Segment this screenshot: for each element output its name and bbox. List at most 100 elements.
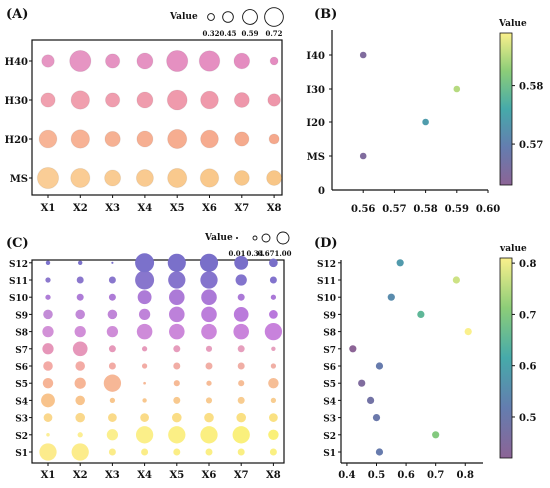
ytick-c: S10	[9, 294, 28, 304]
colorbar-label-d: 0.7	[519, 310, 536, 321]
ytick-d: S11	[317, 277, 336, 287]
xtick-b: 0.56	[351, 204, 375, 215]
ytick-b: I30	[306, 85, 325, 96]
ytick-d: S5	[323, 380, 336, 390]
bubble-c-S2-X2	[77, 432, 83, 438]
bubble-c-S6-X7	[237, 362, 245, 370]
bubble-c-S11-X3	[108, 276, 116, 284]
bubble-c-S8-X8	[264, 322, 283, 341]
point-d-S5	[358, 379, 366, 387]
ytick-d: S7	[323, 346, 336, 356]
xtick-a: X5	[170, 203, 185, 214]
panel-label-b: (B)	[314, 7, 337, 22]
bubble-c-S4-X5	[173, 396, 181, 404]
point-d-S1	[375, 448, 384, 456]
bubble-a-H20-X2	[70, 129, 91, 149]
bubble-c-S3-X6	[204, 412, 214, 423]
ytick-c: S4	[15, 397, 28, 407]
ytick-b: I40	[306, 51, 325, 62]
bubble-a-MS-X2	[70, 167, 91, 189]
bubble-a-MS-X6	[199, 168, 220, 188]
bubble-c-S6-X3	[108, 362, 116, 370]
xtick-d: 0.6	[397, 470, 414, 481]
colorbar-label-d: 0.5	[519, 413, 536, 424]
bubble-c-S1-X8	[269, 448, 277, 456]
bubble-c-S6-X2	[75, 361, 85, 371]
ytick-b: MS	[307, 152, 325, 163]
colorbar-label-b: 0.57	[519, 140, 543, 151]
bubble-c-S12-X2	[77, 260, 83, 266]
colorbar-title-d: value	[499, 244, 527, 254]
bubble-a-H20-X8	[268, 133, 280, 145]
bubble-a-H40-X3	[104, 53, 121, 69]
bubble-c-S1-X5	[173, 448, 181, 456]
size-legend-label-a: 0.45	[219, 29, 236, 38]
bubble-c-S2-X3	[106, 429, 119, 441]
ytick-d: S3	[323, 415, 336, 425]
bubble-c-S12-X4	[135, 253, 155, 273]
bubble-c-S10-X7	[237, 293, 245, 301]
bubble-c-S7-X7	[237, 345, 245, 353]
bubble-c-S5-X3	[103, 374, 122, 392]
point-b-I20	[422, 118, 429, 126]
bubble-c-S11-X6	[200, 271, 218, 289]
bubble-a-H40-X4	[136, 52, 154, 70]
bubble-a-H20-X5	[167, 128, 188, 150]
xtick-b: 0.59	[445, 204, 469, 215]
ytick-a: MS	[10, 174, 28, 185]
bubble-a-H30-X7	[233, 92, 250, 108]
bubble-c-S8-X5	[169, 323, 185, 340]
bubble-c-S10-X2	[76, 293, 84, 301]
size-legend-title-c: Value	[204, 233, 233, 243]
bubble-c-S2-X7	[232, 426, 250, 444]
bubble-c-S11-X8	[269, 276, 277, 284]
bubble-c-S2-X8	[268, 429, 279, 441]
ytick-c: S1	[15, 449, 28, 459]
xtick-c: X1	[41, 470, 56, 481]
xtick-b: 0.58	[413, 204, 437, 215]
bubble-c-S12-X3	[111, 261, 114, 264]
xtick-a: X8	[267, 203, 282, 214]
ytick-c: S5	[15, 380, 28, 390]
ytick-d: S8	[323, 329, 336, 339]
bubble-c-S12-X8	[269, 258, 278, 268]
ytick-a: H30	[5, 96, 28, 107]
bubble-c-S12-X5	[167, 253, 186, 272]
bubble-c-S9-X6	[201, 306, 217, 323]
size-legend-circle-a	[264, 7, 284, 27]
point-d-S6	[375, 362, 384, 370]
colorbar-title-b: Value	[498, 19, 527, 29]
bubble-c-S12-X1	[45, 260, 51, 266]
bubble-c-S10-X8	[270, 294, 277, 300]
bubble-c-S9-X4	[138, 308, 151, 321]
bubble-a-MS-X5	[167, 167, 188, 189]
xtick-c: X8	[266, 470, 281, 481]
bubble-c-S9-X1	[43, 309, 53, 320]
size-legend-title-a: Value	[169, 12, 198, 22]
bubble-c-S10-X4	[137, 290, 152, 305]
bubble-a-H20-X7	[234, 131, 250, 147]
point-b-I30	[453, 85, 461, 93]
bubble-c-S11-X7	[235, 274, 247, 286]
point-d-S3	[372, 414, 381, 422]
bubble-c-S4-X4	[142, 398, 147, 403]
point-d-S4	[366, 396, 375, 404]
size-legend-circle-a	[222, 11, 234, 23]
size-legend-circle-a	[207, 13, 215, 21]
xtick-d: 0.4	[338, 470, 355, 481]
point-d-S12	[396, 259, 404, 267]
bubble-c-S3-X7	[236, 412, 246, 423]
bubble-a-H30-X1	[40, 92, 56, 108]
bubble-c-S5-X5	[173, 380, 180, 387]
colorbar-label-b: 0.58	[519, 82, 543, 93]
xtick-a: X7	[234, 203, 249, 214]
bubble-c-S8-X7	[233, 323, 249, 340]
bubble-c-S3-X5	[172, 412, 182, 423]
bubble-c-S10-X5	[169, 289, 185, 305]
xtick-a: X6	[202, 203, 217, 214]
xtick-a: X1	[41, 203, 56, 214]
bubble-c-S1-X3	[108, 448, 116, 456]
bubble-c-S5-X2	[74, 377, 86, 389]
bubble-a-H40-X8	[269, 56, 279, 66]
bubble-c-S5-X4	[143, 381, 146, 385]
